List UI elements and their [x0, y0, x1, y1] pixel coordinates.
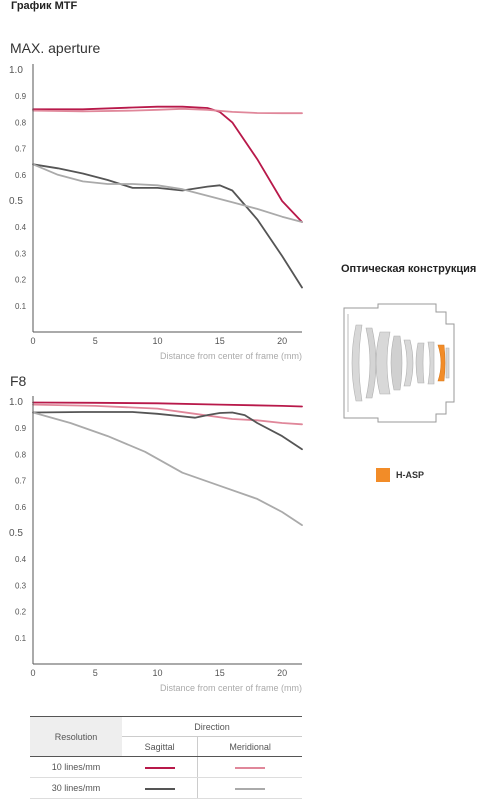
- y-tick-label: 0.8: [15, 450, 27, 459]
- x-tick-label: 5: [93, 668, 98, 678]
- x-tick-label: 0: [30, 336, 35, 346]
- x-axis-label: Distance from center of frame (mm): [160, 683, 302, 693]
- lens-element-7: [427, 341, 435, 385]
- line-legend-table: Resolution Direction Sagittal Meridional…: [30, 716, 302, 799]
- sagittal-header: Sagittal: [122, 736, 199, 757]
- lens-element-1: [351, 324, 363, 402]
- y-tick-label: 0.5: [9, 196, 23, 207]
- x-tick-label: 0: [30, 668, 35, 678]
- y-tick-label: 0.6: [15, 503, 27, 512]
- x-tick-label: 15: [215, 336, 225, 346]
- sagittal-30-swatch: [144, 787, 175, 790]
- optical-design-title: Оптическая конструкция: [341, 263, 477, 275]
- y-tick-label: 1.0: [9, 65, 23, 76]
- y-tick-label: 0.7: [15, 477, 27, 486]
- chart-f8-title: F8: [10, 373, 27, 389]
- series-line-sag10: [32, 105, 303, 223]
- y-tick-label: 0.1: [15, 634, 27, 643]
- lens-element-5: [403, 339, 414, 387]
- x-tick-label: 20: [277, 336, 287, 346]
- mtf-chart-f8: 1.0 0.9 0.8 0.7 0.6 0.5 0.4 0.3 0.2 0.1 0 5 10 15 20 Di…: [9, 396, 303, 693]
- series-line-sag30: [32, 163, 303, 289]
- chart-max-aperture-title: MAX. aperture: [10, 40, 101, 56]
- h-asp-legend-label: H-ASP: [396, 470, 425, 480]
- page-title: График MTF: [11, 0, 78, 12]
- lens-element-3: [375, 331, 391, 395]
- y-tick-label: 0.4: [15, 223, 27, 232]
- lens-element-2: [365, 327, 377, 399]
- y-tick-label: 0.3: [15, 249, 27, 258]
- y-tick-label: 0.1: [15, 302, 27, 311]
- meridional-10-swatch: [235, 766, 266, 769]
- y-tick-label: 1.0: [9, 397, 23, 408]
- series-line-mer10: [32, 107, 303, 115]
- y-tick-label: 0.2: [15, 276, 27, 285]
- sagittal-10-swatch: [144, 766, 175, 769]
- lens-element-4: [390, 335, 403, 391]
- h-asp-legend-swatch: [376, 468, 390, 482]
- y-tick-label: 0.3: [15, 581, 27, 590]
- lens-barrel-outline: [343, 303, 455, 423]
- y-tick-label: 0.6: [15, 171, 27, 180]
- mtf-chart-max-aperture: 1.0 0.9 0.8 0.7 0.6 0.5 0.4 0.3 0.2 0.1 0 5 10 15 20 Di…: [9, 64, 303, 361]
- series-line-sag30: [32, 411, 303, 451]
- legend-row-30: 30 lines/mm: [30, 777, 302, 799]
- series-line-mer10: [32, 403, 303, 426]
- meridional-30-swatch: [235, 787, 266, 790]
- lens-cross-section-diagram: [343, 303, 455, 423]
- resolution-header: Resolution: [30, 716, 122, 757]
- x-tick-label: 5: [93, 336, 98, 346]
- direction-header: Direction: [122, 716, 302, 737]
- y-tick-label: 0.2: [15, 608, 27, 617]
- x-tick-label: 20: [277, 668, 287, 678]
- legend-row-label: 10 lines/mm: [30, 756, 122, 778]
- x-tick-label: 10: [153, 336, 163, 346]
- y-tick-label: 0.8: [15, 118, 27, 127]
- y-tick-label: 0.9: [15, 92, 27, 101]
- series-line-mer30: [32, 163, 303, 223]
- y-tick-label: 0.9: [15, 424, 27, 433]
- series-line-mer30: [32, 411, 303, 526]
- y-tick-label: 0.4: [15, 555, 27, 564]
- x-tick-label: 10: [153, 668, 163, 678]
- lens-element-6: [415, 342, 425, 384]
- y-tick-label: 0.7: [15, 145, 27, 154]
- meridional-header: Meridional: [197, 736, 302, 757]
- legend-row-10: 10 lines/mm: [30, 756, 302, 778]
- lens-element-9: [445, 347, 450, 379]
- x-tick-label: 15: [215, 668, 225, 678]
- series-line-sag10: [32, 401, 303, 408]
- x-axis-label: Distance from center of frame (mm): [160, 351, 302, 361]
- lens-element-asph: [437, 344, 446, 382]
- legend-row-label: 30 lines/mm: [30, 777, 122, 799]
- y-tick-label: 0.5: [9, 528, 23, 539]
